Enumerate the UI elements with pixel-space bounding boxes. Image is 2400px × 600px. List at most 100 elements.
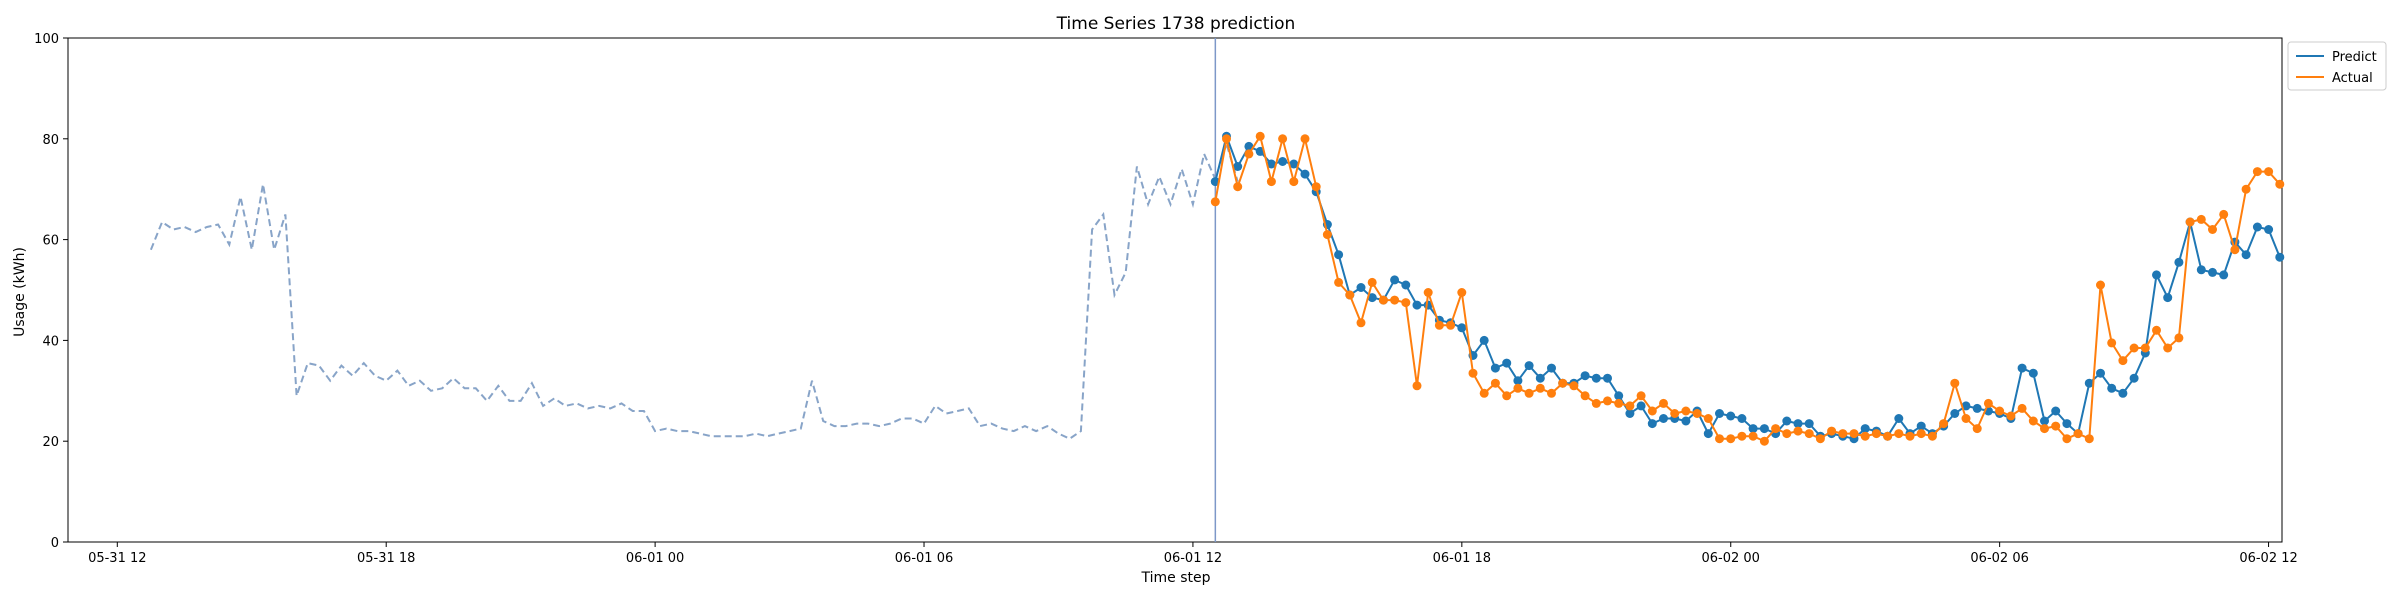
predict-point — [2208, 267, 2217, 277]
actual-point — [1300, 134, 1310, 144]
predict-point — [1334, 250, 1344, 260]
predict-point — [1591, 373, 1601, 383]
actual-point — [2152, 325, 2161, 335]
actual-point — [1961, 414, 1971, 423]
predict-point — [1715, 409, 1724, 418]
x-tick-label: 06-02 12 — [2239, 551, 2297, 566]
predict-point — [2028, 368, 2038, 378]
actual-point — [1513, 383, 1523, 393]
predict-point — [2096, 368, 2105, 378]
actual-point — [2163, 343, 2173, 353]
plot-area — [67, 37, 2283, 543]
predict-point — [1603, 373, 1612, 383]
predict-point — [2017, 363, 2027, 373]
x-tick-label: 05-31 18 — [357, 551, 415, 566]
actual-point — [1692, 409, 1702, 418]
actual-point — [1827, 426, 1837, 436]
actual-point — [1860, 431, 1870, 441]
x-tick-label: 06-01 12 — [1164, 551, 1222, 566]
actual-point — [1905, 431, 1915, 441]
actual-point — [1995, 406, 2005, 416]
actual-point — [1479, 388, 1489, 398]
predict-point — [2163, 293, 2173, 303]
actual-point — [2185, 217, 2195, 227]
actual-point — [1748, 431, 1758, 441]
actual-point — [1614, 398, 1624, 408]
actual-point — [2062, 434, 2072, 444]
predict-point — [1479, 335, 1489, 345]
x-tick-label: 06-02 06 — [1970, 551, 2028, 566]
predict-point — [1614, 391, 1624, 401]
y-tick-label: 20 — [42, 435, 59, 450]
actual-point — [1883, 431, 1893, 441]
predict-point — [2152, 270, 2161, 280]
actual-point — [1356, 318, 1366, 328]
actual-point — [2028, 416, 2038, 426]
predict-point — [1513, 376, 1523, 386]
actual-point — [2252, 167, 2262, 177]
actual-point — [1737, 431, 1747, 441]
actual-point — [1771, 424, 1781, 434]
legend: Predict Actual — [2287, 41, 2387, 91]
actual-point — [1278, 134, 1288, 144]
predict-point — [1737, 414, 1747, 423]
predict-point — [2118, 388, 2128, 398]
actual-point — [1939, 419, 1949, 429]
actual-point — [2051, 421, 2061, 431]
actual-point — [2275, 179, 2285, 189]
predict-point — [1759, 424, 1769, 434]
predict-point — [1681, 416, 1691, 426]
actual-point — [1367, 277, 1377, 287]
y-tick-label: 40 — [42, 334, 59, 349]
actual-point — [1759, 436, 1769, 446]
actual-point — [1401, 298, 1411, 308]
predict-point — [1457, 323, 1467, 333]
x-tick-label: 06-01 00 — [626, 551, 684, 566]
actual-point — [2073, 429, 2083, 439]
plot-frame — [67, 37, 2283, 543]
actual-point — [1289, 177, 1299, 187]
actual-point — [1927, 431, 1937, 441]
predict-point — [1524, 361, 1534, 371]
predict-point — [1300, 169, 1310, 179]
actual-point — [2264, 167, 2274, 177]
actual-point — [1804, 429, 1814, 439]
actual-point — [1838, 429, 1848, 439]
actual-point — [1390, 295, 1400, 305]
predict-point — [1390, 275, 1400, 285]
actual-point — [2196, 214, 2206, 224]
actual-point — [1222, 134, 1231, 144]
x-tick-label: 05-31 12 — [88, 551, 146, 566]
predict-point — [1703, 429, 1713, 439]
predict-point — [1659, 414, 1668, 423]
actual-point — [1468, 368, 1478, 378]
actual-point — [1703, 414, 1713, 423]
predict-point — [1502, 358, 1512, 368]
predict-point — [1289, 159, 1299, 169]
predict-point — [2040, 416, 2049, 426]
actual-point — [2017, 403, 2027, 413]
predict-point — [1916, 421, 1926, 431]
actual-point — [1670, 409, 1680, 418]
predict-point — [1401, 280, 1411, 290]
actual-point — [1502, 391, 1512, 401]
actual-point — [1647, 406, 1657, 416]
x-tick-label: 06-01 06 — [895, 551, 953, 566]
actual-point — [1625, 401, 1635, 411]
predict-point — [1580, 371, 1590, 381]
actual-point — [1457, 288, 1467, 297]
actual-point — [1446, 320, 1456, 330]
x-axis-label: Time step — [1141, 570, 1211, 586]
actual-point — [1681, 406, 1691, 416]
actual-point — [1849, 429, 1859, 439]
actual-point — [2118, 356, 2128, 366]
actual-point — [2006, 411, 2016, 421]
actual-point — [1244, 149, 1254, 159]
actual-point — [1535, 383, 1545, 393]
history-line — [149, 140, 1239, 440]
predict-point — [1894, 414, 1904, 423]
actual-point — [1569, 381, 1579, 391]
predict-point — [1636, 401, 1646, 411]
actual-point — [2219, 209, 2229, 219]
